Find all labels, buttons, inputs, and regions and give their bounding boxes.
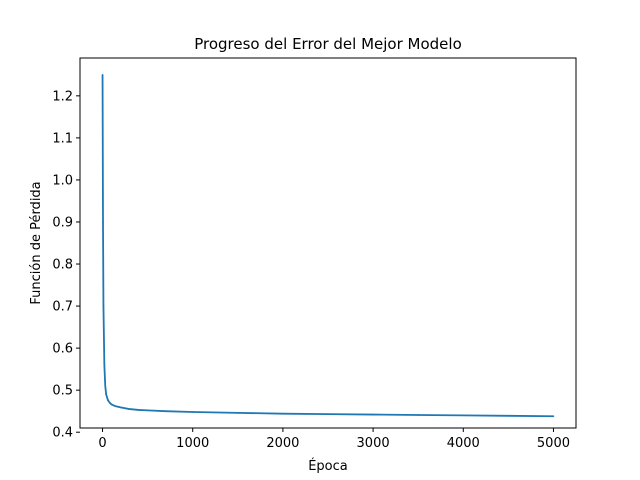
y-axis-title: Función de Pérdida — [29, 181, 44, 304]
y-tick-label: 0.5 — [52, 384, 73, 399]
y-tick-label: 1.1 — [52, 131, 73, 146]
loss-data-point — [103, 364, 106, 366]
loss-data-point — [119, 406, 122, 409]
loss-data-point — [107, 399, 109, 402]
y-tick-label: 0.9 — [52, 215, 73, 230]
loss-data-point — [110, 403, 113, 406]
y-tick-label: 0.6 — [52, 342, 73, 357]
loss-data-point — [108, 401, 111, 404]
x-tick-label: 1000 — [176, 436, 209, 451]
loss-data-point — [372, 413, 374, 416]
loss-data-point — [113, 404, 116, 407]
loss-data-point — [116, 405, 118, 408]
loss-data-point — [146, 409, 149, 412]
x-tick-label: 5000 — [537, 436, 570, 451]
loss-data-point — [237, 412, 239, 414]
loss-data-point — [417, 414, 419, 416]
x-axis: 0 1000 2000 3000 4000 5000 — [98, 428, 570, 451]
loss-data-point — [282, 412, 284, 415]
y-tick-label: 0.8 — [52, 258, 73, 273]
loss-data-point — [327, 413, 329, 415]
loss-data-point — [462, 414, 465, 417]
loss-data-point — [507, 415, 510, 417]
loss-data-point — [191, 411, 194, 413]
y-tick-label: 1.0 — [52, 173, 73, 188]
loss-data-point — [552, 415, 555, 418]
y-tick-label: 1.2 — [52, 89, 73, 104]
loss-data-point — [102, 305, 105, 307]
x-axis-title: Época — [308, 458, 348, 474]
loss-data-point — [128, 408, 131, 410]
plot-frame — [79, 57, 577, 429]
loss-data-point — [104, 385, 107, 387]
x-tick-label: 4000 — [447, 436, 480, 451]
y-tick-label: 0.7 — [52, 300, 73, 315]
plot-area — [101, 74, 555, 418]
x-tick-label: 2000 — [266, 436, 299, 451]
x-tick-label: 0 — [98, 436, 106, 451]
loss-data-point — [137, 409, 140, 411]
loss-data-point — [105, 393, 107, 396]
y-tick-label: 0.4 — [52, 426, 73, 441]
x-tick-label: 3000 — [357, 436, 390, 451]
y-axis: 0.4 0.5 0.6 0.7 0.8 0.9 1.0 1.1 1.2 — [52, 89, 80, 441]
loss-data-point — [102, 221, 104, 223]
loss-data-point — [164, 410, 167, 412]
chart-title: Progreso del Error del Mejor Modelo — [194, 35, 462, 53]
loss-data-point — [101, 74, 104, 76]
